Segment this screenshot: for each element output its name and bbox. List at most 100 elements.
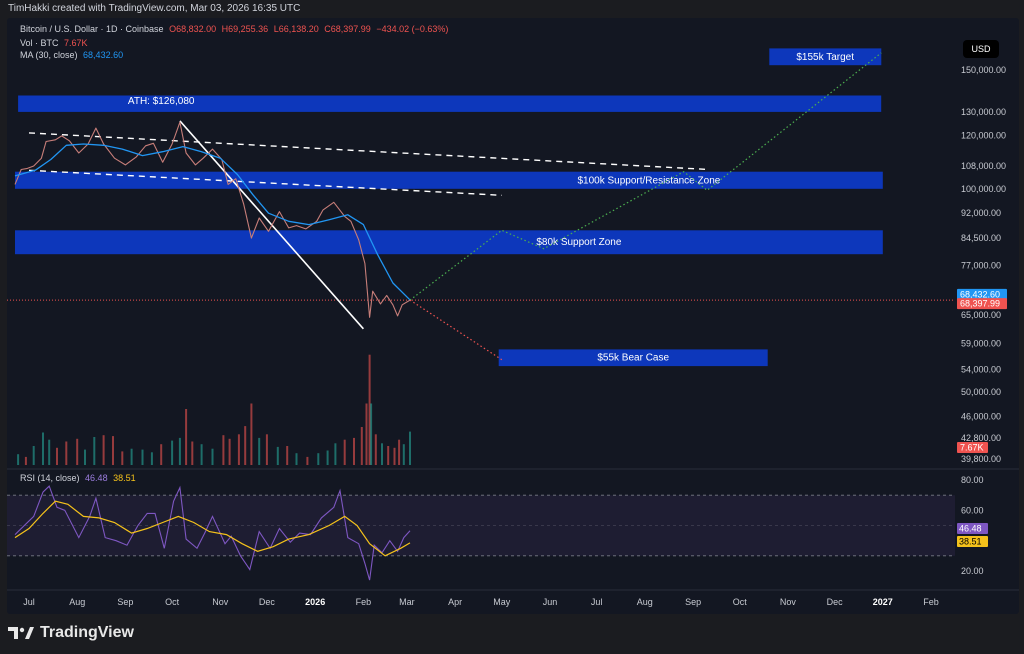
price-axis-label-14: 46,000.00 — [961, 411, 1001, 421]
volume-bar-48 — [402, 444, 405, 465]
price-axis-label-1: 130,000.00 — [961, 107, 1006, 117]
volume-bar-49 — [409, 431, 411, 465]
rsi-ma-badge-label: 38.51 — [959, 537, 982, 547]
volume-bar-18 — [178, 437, 181, 465]
time-axis-label-5: Dec — [259, 597, 276, 607]
ma-series-line — [14, 143, 411, 301]
volume-bar-45 — [387, 446, 390, 465]
rsi-axis-label-2: 20.00 — [961, 566, 984, 576]
volume-bar-41 — [368, 354, 371, 465]
legend-high: H69,255.36 — [221, 24, 269, 34]
volume-bar-0 — [17, 454, 20, 465]
price-series-line — [14, 121, 411, 318]
tradingview-logo: TradingView — [8, 624, 134, 642]
volume-bar-9 — [93, 437, 96, 465]
price-axis-label-11: 59,000.00 — [961, 338, 1001, 348]
volume-bar-12 — [121, 451, 124, 465]
rsi-ma-legend-value: 38.51 — [113, 473, 136, 483]
price-axis-label-0: 150,000.00 — [961, 65, 1006, 75]
price-axis-label-12: 54,000.00 — [961, 364, 1001, 374]
volume-bar-27 — [250, 403, 253, 465]
volume-bar-25 — [237, 434, 240, 465]
price-axis-label-10: 65,000.00 — [961, 310, 1001, 320]
ma-legend-value: 68,432.60 — [83, 50, 124, 60]
time-axis-label-16: Nov — [780, 597, 797, 607]
legend-low: L66,138.20 — [273, 24, 319, 34]
price-axis-label-13: 50,000.00 — [961, 387, 1001, 397]
volume-bar-44 — [381, 443, 383, 465]
bull-projection-line — [409, 52, 882, 301]
price-axis-label-16: 39,800.00 — [961, 454, 1001, 464]
volume-bar-35 — [326, 450, 329, 465]
time-axis-label-8: Mar — [399, 597, 415, 607]
price-axis-label-2: 120,000.00 — [961, 130, 1006, 140]
volume-bar-38 — [353, 437, 355, 465]
volume-bar-33 — [306, 456, 309, 465]
volume-bar-31 — [286, 446, 289, 465]
volume-bar-21 — [200, 444, 203, 465]
volume-bar-11 — [112, 436, 114, 465]
price-axis-label-6: 84,500.00 — [961, 233, 1001, 243]
legend-close: C68,397.99 — [324, 24, 371, 34]
volume-bar-7 — [76, 438, 79, 465]
currency-button[interactable]: USD — [963, 40, 999, 58]
volume-bar-34 — [317, 453, 320, 465]
ma-price-badge — [957, 288, 1007, 300]
volume-bar-5 — [56, 447, 58, 465]
volume-bar-4 — [48, 439, 51, 465]
tradingview-logo-icon — [8, 627, 34, 639]
ma-legend: MA (30, close) 68,432.60 — [20, 50, 126, 60]
volume-bar-42 — [370, 403, 373, 465]
rsi-series-line — [14, 485, 411, 581]
brand-name: TradingView — [40, 624, 134, 641]
symbol-title: Bitcoin / U.S. Dollar · 1D · Coinbase — [20, 24, 164, 34]
volume-bar-3 — [42, 432, 44, 465]
rsi-axis-label-1: 60.00 — [961, 505, 984, 515]
price-chart[interactable]: $100k Support/Resistance Zone $80k Suppor… — [7, 18, 1019, 614]
zone-label-2: $80k Support Zone — [536, 237, 621, 248]
rsi-value-badge — [957, 523, 988, 534]
legend-open: O68,832.00 — [169, 24, 217, 34]
rsi-ma-badge — [957, 536, 988, 547]
symbol-legend: Bitcoin / U.S. Dollar · 1D · Coinbase O6… — [20, 24, 451, 34]
price-axis-label-7: 77,000.00 — [961, 260, 1001, 270]
zone-label-1: $100k Support/Resistance Zone — [577, 175, 720, 186]
volume-bar-22 — [211, 448, 214, 465]
ma-legend-label: MA (30, close) — [20, 50, 78, 60]
volume-legend: Vol · BTC 7.67K — [20, 38, 91, 48]
zone-3 — [498, 349, 768, 367]
zone-4 — [769, 48, 882, 66]
zone-0 — [18, 95, 882, 112]
time-axis-label-10: May — [493, 597, 511, 607]
volume-bar-30 — [276, 446, 279, 465]
volume-bar-15 — [150, 452, 153, 465]
volume-bar-26 — [244, 426, 247, 465]
volume-badge-label: 7.67K — [960, 443, 984, 453]
volume-bar-29 — [265, 434, 268, 465]
volume-bar-6 — [65, 441, 68, 465]
rsi-value-badge-label: 46.48 — [959, 524, 982, 534]
ma-price-label: 68,432.60 — [960, 289, 1000, 299]
chart-attribution: TimHakki created with TradingView.com, M… — [8, 3, 301, 14]
time-axis-label-9: Apr — [448, 597, 462, 607]
volume-bar-19 — [185, 409, 188, 465]
legend-change: −434.02 (−0.63%) — [376, 24, 449, 34]
volume-legend-value: 7.67K — [64, 38, 88, 48]
time-axis-label-18: 2027 — [873, 597, 893, 607]
rsi-axis-label-0: 80.00 — [961, 475, 984, 485]
volume-bar-40 — [365, 403, 368, 465]
zone-label-4: $155k Target — [796, 52, 854, 63]
price-axis-label-5: 92,000.00 — [961, 208, 1001, 218]
chart-frame[interactable]: $100k Support/Resistance Zone $80k Suppor… — [7, 18, 1019, 614]
volume-bar-24 — [228, 438, 231, 465]
rsi-legend: RSI (14, close) 46.48 38.51 — [20, 473, 139, 483]
price-axis-label-15: 42,800.00 — [961, 433, 1001, 443]
trendline-1 — [28, 132, 709, 171]
time-axis-label-2: Sep — [117, 597, 133, 607]
volume-bar-28 — [258, 437, 261, 465]
annotation-0: ATH: $126,080 — [128, 96, 195, 107]
rsi-legend-label: RSI (14, close) — [20, 473, 80, 483]
volume-bar-13 — [130, 448, 133, 465]
time-axis-label-13: Aug — [637, 597, 653, 607]
time-axis-label-15: Oct — [733, 597, 748, 607]
